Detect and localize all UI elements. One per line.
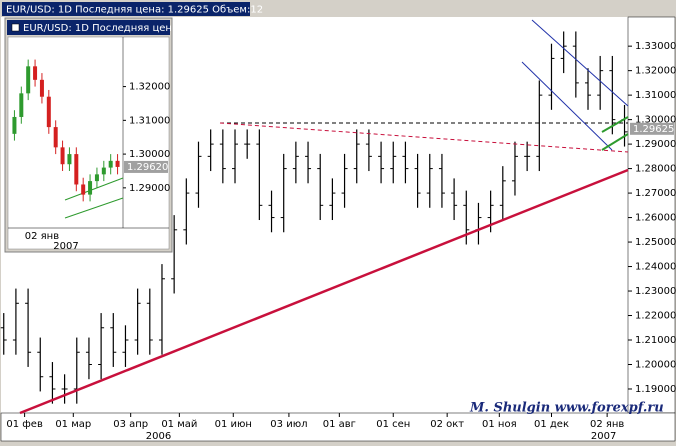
x-tick-label: 02 янв — [590, 419, 624, 430]
x-tick-label: 01 авг — [323, 419, 356, 430]
x-tick-label: 01 сен — [376, 419, 410, 430]
x-tick-label: 01 ноя — [482, 419, 517, 430]
channel-line — [531, 19, 629, 107]
candle-body — [12, 116, 17, 134]
y-tick-label: 1.20000 — [635, 359, 676, 370]
x-tick-label: 02 янв — [25, 231, 59, 242]
channel-line — [521, 61, 613, 151]
inset-channel — [64, 197, 124, 219]
channel-line — [601, 133, 629, 151]
channel-line — [601, 116, 629, 133]
x-axis-area — [0, 412, 676, 442]
x-tick-label: 01 мар — [55, 419, 91, 430]
candle-body — [53, 127, 58, 148]
year-label: 2006 — [146, 431, 171, 442]
x-tick-label: 02 окт — [430, 419, 464, 430]
inset-channel — [64, 177, 124, 201]
x-tick-label: 03 апр — [113, 419, 148, 430]
title-bar — [2, 2, 250, 16]
main-series: 1.19000 1.20000 1.21000 1.22000 1.23000 1.240… — [0, 31, 676, 442]
x-tick-label: 01 фев — [6, 419, 43, 430]
candle-body — [115, 160, 120, 167]
chart-title: EUR/USD: 1D Последняя цена: 1.29625 Объе… — [6, 5, 263, 16]
y-tick-label: 1.29000 — [635, 139, 676, 150]
candle-body — [39, 79, 44, 97]
candle-body — [60, 147, 65, 165]
y-tick-label: 1.27000 — [635, 188, 676, 199]
x-tick-label: 03 июл — [270, 419, 307, 430]
watermark: M. Shulgin www.forexpf.ru — [469, 401, 664, 416]
y-tick-label: 1.31000 — [635, 90, 676, 101]
last-price-label: 1.29625 — [633, 124, 674, 135]
year-label: 2007 — [53, 241, 78, 252]
y-tick-label: 1.29000 — [129, 183, 170, 194]
y-tick-label: 1.26000 — [635, 213, 676, 224]
candle-body — [26, 66, 31, 94]
candle-body — [81, 184, 86, 195]
y-tick-label: 1.30000 — [129, 149, 170, 160]
y-tick-label: 1.30000 — [635, 115, 676, 126]
candle-body — [94, 174, 99, 182]
last-price-box — [124, 160, 168, 173]
last-price-box — [630, 122, 674, 135]
y-tick-label: 1.32000 — [129, 82, 170, 93]
year-label: 2007 — [591, 431, 616, 442]
dashed-trend — [219, 122, 629, 153]
inset-title: EUR/USD: 1D Последняя цена: — [23, 23, 181, 34]
y-tick-label: 1.28000 — [635, 164, 676, 175]
y-tick-label: 1.32000 — [635, 66, 676, 77]
support-line — [19, 168, 629, 415]
trend-lines — [19, 19, 629, 415]
y-tick-label: 1.24000 — [635, 262, 676, 273]
candle-body — [74, 154, 79, 185]
y-tick-label: 1.31000 — [129, 115, 170, 126]
last-price-label: 1.29620 — [127, 162, 168, 173]
candle-body — [19, 93, 24, 117]
y-tick-label: 1.25000 — [635, 237, 676, 248]
y-tick-label: 1.19000 — [635, 384, 676, 395]
inset-icon — [11, 23, 20, 32]
candle-body — [46, 96, 51, 128]
candle-body — [101, 167, 106, 175]
candle-body — [33, 66, 38, 80]
y-tick-label: 1.33000 — [635, 41, 676, 52]
inset-plot-area — [7, 36, 170, 250]
x-tick-label: 01 июн — [215, 419, 252, 430]
inset-title-bar — [7, 20, 170, 35]
candle-body — [108, 160, 113, 168]
y-tick-label: 1.22000 — [635, 311, 676, 322]
x-tick-label: 01 май — [161, 419, 197, 430]
y-axis-area — [627, 16, 676, 414]
inset-window: EUR/USD: 1D Последняя цена: 1.29000 1.300… — [4, 17, 181, 253]
y-tick-label: 1.23000 — [635, 286, 676, 297]
x-tick-label: 01 дек — [534, 419, 569, 430]
candle-body — [88, 181, 93, 195]
y-tick-label: 1.21000 — [635, 335, 676, 346]
candle-body — [67, 154, 72, 165]
